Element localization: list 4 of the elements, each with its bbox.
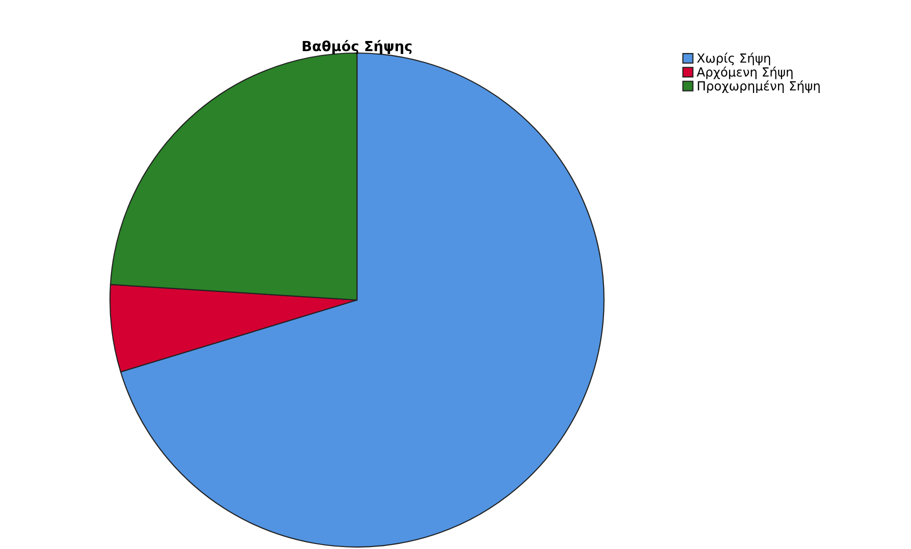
chart-title: Βαθμός Σήψης xyxy=(302,40,412,54)
legend-label: Προχωρημένη Σήψη xyxy=(698,80,820,93)
legend-label: Αρχόμενη Σήψη xyxy=(696,66,793,80)
legend-label: Χωρίς Σήψη xyxy=(697,52,770,66)
